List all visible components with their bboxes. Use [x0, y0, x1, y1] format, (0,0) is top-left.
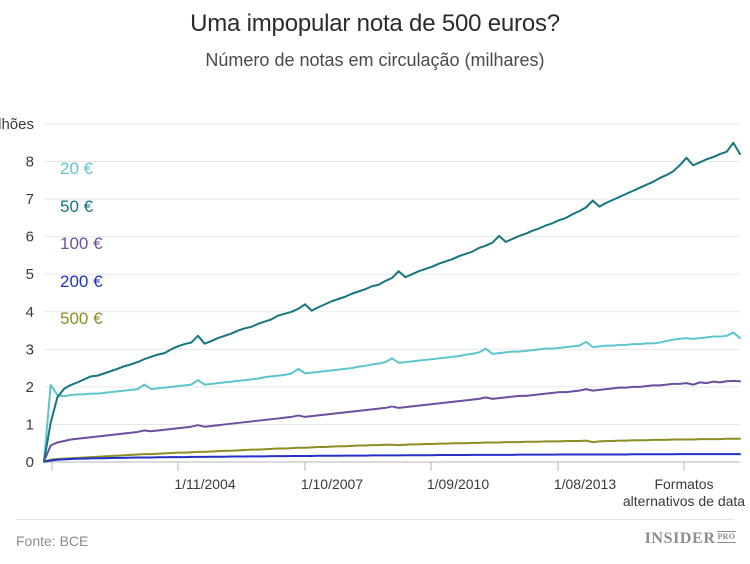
y-axis-tick-label: 1 [26, 416, 34, 433]
source-note: Fonte: BCE [16, 533, 89, 549]
logo-wordmark: INSIDER [644, 530, 716, 547]
x-axis-format-note-line2: alternativos de data [623, 493, 745, 509]
y-axis-tick-label: 5 [26, 266, 34, 283]
legend-label-200: 200 € [60, 271, 103, 291]
y-axis-tick-label: 6 [26, 229, 34, 246]
legend-label-100: 100 € [60, 234, 103, 253]
logo-pro-badge: PRO [716, 531, 736, 543]
legend-label-500: 500 € [60, 309, 103, 328]
legend-item-200[interactable]: 200 € [60, 263, 180, 301]
y-axis-tick-label: 4 [26, 304, 34, 321]
y-axis-tick-label: 0 [26, 454, 34, 471]
x-axis-tick-label: 1/10/2007 [301, 476, 363, 492]
series-line [43, 331, 741, 463]
series-line [43, 453, 741, 463]
series-line [43, 141, 741, 463]
legend-label-50: 50 € [60, 196, 94, 216]
chart-subtitle: Número de notas em circulação (milhares) [205, 50, 545, 70]
series-line [43, 437, 741, 463]
footer-divider [16, 519, 734, 520]
series-line [43, 379, 741, 463]
x-axis-tick-label: 1/09/2010 [427, 476, 489, 492]
x-axis-format-note: Formatos [654, 476, 713, 492]
page-title: Uma impopular nota de 500 euros? [190, 10, 560, 37]
y-axis-tick-label: 3 [26, 341, 34, 358]
chart-legend: 20 € 50 € 100 € 200 € 500 € [60, 150, 180, 338]
legend-item-500[interactable]: 500 € [60, 300, 180, 338]
y-axis-tick-label: 9 milhões [0, 116, 34, 133]
line-chart-plot: 0 1 2 3 4 5 6 7 8 9 milhões 1/11/2004 1/10/2007 1/09… [0, 116, 745, 509]
legend-item-20[interactable]: 20 € [60, 150, 180, 188]
y-axis-tick-label: 2 [26, 379, 34, 396]
x-axis-tick-label: 1/08/2013 [554, 476, 616, 492]
legend-item-100[interactable]: 100 € [60, 225, 180, 263]
insider-pro-logo: INSIDER PRO [645, 530, 736, 548]
y-axis-tick-label: 8 [26, 154, 34, 171]
x-axis-tick-label: 1/11/2004 [174, 476, 235, 492]
legend-item-50[interactable]: 50 € [60, 188, 180, 226]
legend-label-20: 20 € [60, 159, 94, 178]
y-axis-tick-label: 7 [26, 191, 34, 208]
